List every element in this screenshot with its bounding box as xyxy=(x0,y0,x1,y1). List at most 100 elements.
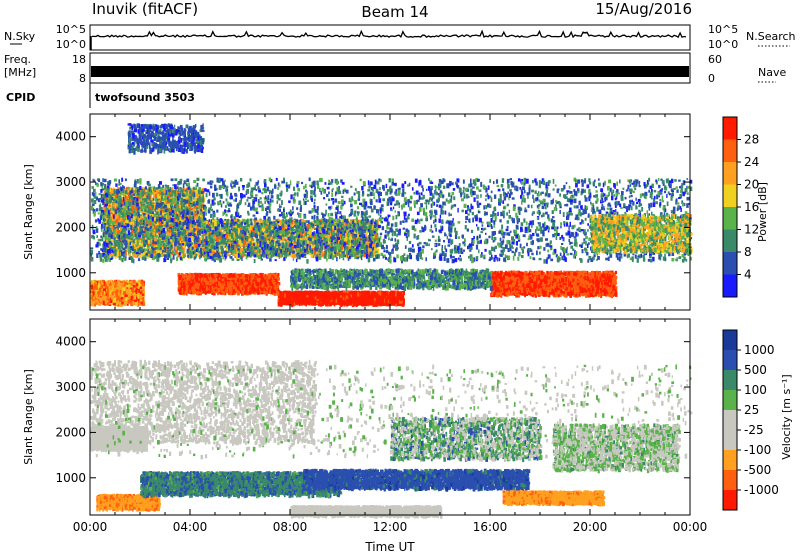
heatmap-cell xyxy=(207,290,209,294)
heatmap-cell xyxy=(290,297,293,301)
heatmap-cell xyxy=(290,291,293,295)
heatmap-cell xyxy=(274,284,277,290)
heatmap-cell xyxy=(363,301,366,304)
heatmap-cell xyxy=(236,275,239,279)
heatmap-cell xyxy=(312,297,315,302)
heatmap-cell xyxy=(357,292,360,297)
heatmap-cell xyxy=(322,292,325,297)
heatmap-cell xyxy=(316,302,319,305)
heatmap-cell xyxy=(234,287,237,292)
heatmap-cell xyxy=(320,292,323,297)
heatmap-cell xyxy=(245,278,247,281)
heatmap-cell xyxy=(196,273,200,277)
heatmap-cell xyxy=(232,289,234,294)
heatmap-cell xyxy=(364,290,368,293)
heatmap-cell xyxy=(324,291,326,297)
heatmap-cell xyxy=(312,291,315,295)
heatmap-cell xyxy=(319,297,322,301)
heatmap-cell xyxy=(269,274,272,278)
heatmap-cell xyxy=(391,294,394,297)
heatmap-cell xyxy=(340,291,343,296)
heatmap-cell xyxy=(292,291,295,295)
heatmap-cell xyxy=(401,294,405,299)
heatmap-cell xyxy=(298,296,301,301)
heatmap-cell xyxy=(210,273,213,277)
heatmap-cell xyxy=(289,301,293,304)
heatmap-cell xyxy=(319,302,322,307)
heatmap-cell xyxy=(232,280,235,284)
heatmap-cell xyxy=(230,277,233,281)
heatmap-cell xyxy=(318,291,321,297)
heatmap-cell xyxy=(284,290,287,294)
nsky-left-tick-top: 10^5 xyxy=(56,23,86,36)
heatmap-cell xyxy=(261,288,264,292)
heatmap-cell xyxy=(266,287,269,291)
heatmap-cell xyxy=(287,294,290,298)
heatmap-cell xyxy=(382,293,386,297)
heatmap-cell xyxy=(214,280,216,283)
heatmap-cell xyxy=(274,274,278,279)
heatmap-cell xyxy=(353,291,356,294)
heatmap-cell xyxy=(243,282,246,286)
heatmap-cell xyxy=(346,293,350,296)
heatmap-cell xyxy=(287,291,290,295)
heatmap-cell xyxy=(261,285,264,288)
heatmap-cell xyxy=(358,298,361,303)
heatmap-cell xyxy=(362,290,365,296)
heatmap-cell xyxy=(308,294,312,298)
heatmap-cell xyxy=(367,297,370,301)
nsky-trace xyxy=(92,29,687,39)
heatmap-cell xyxy=(348,291,352,294)
heatmap-cell xyxy=(379,302,383,307)
freq-panel: Freq. [MHz] 18 8 60 0 Nave xyxy=(4,52,786,85)
heatmap-cell xyxy=(242,274,245,277)
heatmap-cell xyxy=(321,299,324,304)
heatmap-cell xyxy=(207,281,210,286)
nsky-right-tick-bottom: 10^0 xyxy=(708,38,738,51)
heatmap-cell xyxy=(320,291,324,294)
nsky-left-label: N.Sky xyxy=(4,30,36,43)
heatmap-cell xyxy=(247,287,250,292)
heatmap-cell xyxy=(352,293,355,298)
heatmap-cell xyxy=(214,273,218,277)
heatmap-cell xyxy=(389,298,392,303)
heatmap-cell xyxy=(184,279,186,282)
heatmap-cell xyxy=(363,292,366,298)
heatmap-cell xyxy=(381,300,385,305)
heatmap-cell xyxy=(211,280,215,284)
heatmap-cell xyxy=(325,298,328,302)
heatmap-cell xyxy=(376,291,379,294)
heatmap-cell xyxy=(400,298,403,301)
heatmap-cell xyxy=(192,279,194,283)
heatmap-cell xyxy=(387,298,390,303)
heatmap-cell xyxy=(392,291,395,296)
heatmap-cell xyxy=(375,300,379,305)
station-title: Inuvik (fitACF) xyxy=(92,0,198,18)
heatmap-cell xyxy=(255,273,258,277)
heatmap-cell xyxy=(200,282,202,287)
heatmap-cell xyxy=(392,302,396,306)
heatmap-cell xyxy=(195,290,199,294)
heatmap-cell xyxy=(391,298,395,304)
heatmap-cell xyxy=(209,278,212,283)
heatmap-cell xyxy=(276,284,279,289)
heatmap-cell xyxy=(372,302,375,307)
heatmap-cell xyxy=(306,295,309,298)
heatmap-cell xyxy=(316,290,319,294)
heatmap-cell xyxy=(269,289,271,294)
heatmap-cell xyxy=(367,301,370,305)
heatmap-cell xyxy=(384,292,387,296)
heatmap-cell xyxy=(181,273,184,276)
heatmap-cell xyxy=(257,283,260,286)
heatmap-cell xyxy=(378,297,382,301)
heatmap-cell xyxy=(203,282,206,287)
heatmap-cell xyxy=(318,301,320,307)
heatmap-cell xyxy=(273,282,276,285)
heatmap-cell xyxy=(277,273,279,276)
heatmap-cell xyxy=(327,299,330,304)
heatmap-cell xyxy=(281,300,284,305)
freq-left-label-2: [MHz] xyxy=(4,66,36,79)
heatmap-cell xyxy=(390,290,393,295)
heatmap-cell xyxy=(352,299,355,305)
heatmap-cell xyxy=(240,278,243,283)
